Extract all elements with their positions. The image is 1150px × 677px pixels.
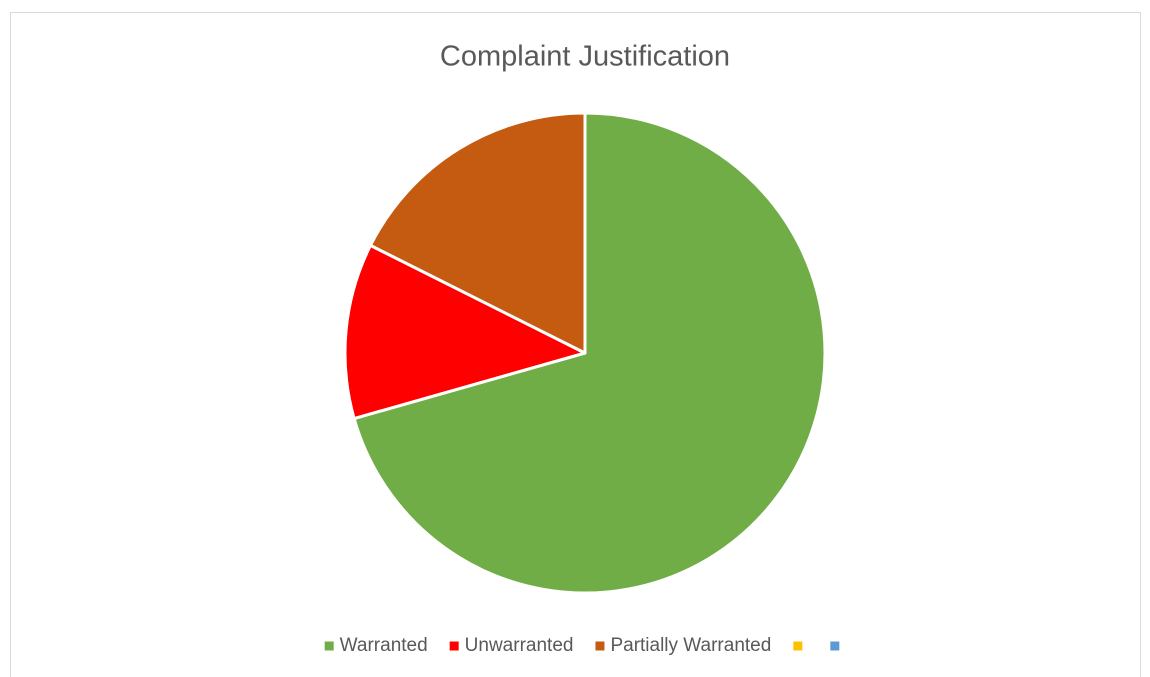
legend-swatch bbox=[793, 641, 803, 651]
pie-slice bbox=[343, 243, 587, 421]
legend-label: Unwarranted bbox=[465, 635, 574, 656]
pie-slice bbox=[352, 111, 827, 595]
legend-swatch bbox=[449, 641, 459, 651]
legend-swatch bbox=[324, 641, 334, 651]
legend-label: Partially Warranted bbox=[610, 635, 771, 656]
legend-swatch bbox=[830, 641, 840, 651]
chart-title: Complaint Justification bbox=[440, 41, 730, 73]
legend-label: Warranted bbox=[340, 635, 428, 656]
chart-border bbox=[10, 12, 1141, 677]
legend-swatch bbox=[595, 641, 605, 651]
pie-slice bbox=[368, 111, 587, 355]
